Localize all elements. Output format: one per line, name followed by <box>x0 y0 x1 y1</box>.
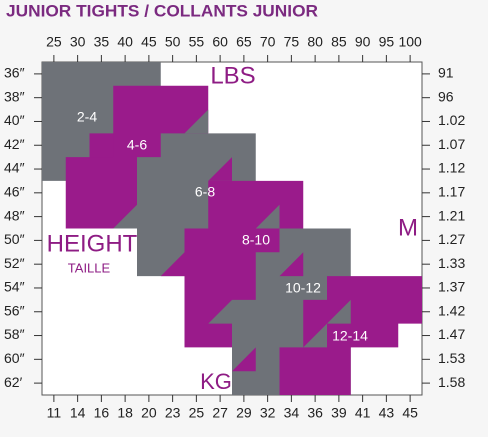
top-tick-label: 65 <box>236 34 252 50</box>
lbs-label: LBS <box>210 62 255 89</box>
bottom-tick-label: 32 <box>260 405 276 421</box>
right-tick-label: 1.27 <box>438 231 465 247</box>
top-tick-label: 90 <box>355 34 371 50</box>
top-tick-label: 70 <box>260 34 276 50</box>
overlap-triangle <box>208 299 232 324</box>
right-tick-label: 1.12 <box>438 160 465 176</box>
right-tick-label: 1.58 <box>438 374 465 390</box>
bottom-tick-label: 18 <box>117 405 133 421</box>
overlap-triangle <box>184 109 209 134</box>
left-tick-label: 36″ <box>4 65 25 81</box>
left-tick-label: 40″ <box>4 112 25 128</box>
height-label: HEIGHT <box>47 230 138 257</box>
overlap-triangle <box>327 299 351 324</box>
top-tick-label: 30 <box>70 34 86 50</box>
overlap-triangle <box>160 252 185 277</box>
overlap-triangle <box>113 204 137 229</box>
overlap-triangle <box>89 133 114 158</box>
top-tick-label: 85 <box>331 34 347 50</box>
left-tick-label: 48″ <box>4 207 25 223</box>
left-tick-label: 42″ <box>4 136 25 152</box>
top-tick-label: 95 <box>379 34 395 50</box>
right-tick-label: 1.42 <box>438 302 465 318</box>
top-tick-label: 80 <box>307 34 323 50</box>
top-tick-label: 55 <box>189 34 205 50</box>
size-label: 4-6 <box>127 137 147 153</box>
left-tick-label: 52″ <box>4 255 25 271</box>
size-block <box>279 276 422 396</box>
bottom-tick-label: 29 <box>236 405 252 421</box>
taille-label: TAILLE <box>68 260 111 275</box>
top-tick-label: 35 <box>94 34 110 50</box>
right-tick-label: 1.02 <box>438 112 465 128</box>
right-tick-label: 1.33 <box>438 255 465 271</box>
top-tick-label: 45 <box>141 34 157 50</box>
top-tick-label: 60 <box>212 34 228 50</box>
left-tick-label: 44″ <box>4 160 25 176</box>
left-tick-label: 60″ <box>4 350 25 366</box>
right-tick-label: 1.53 <box>438 350 465 366</box>
top-tick-label: 75 <box>284 34 300 50</box>
size-label: 12-14 <box>332 328 368 344</box>
size-label: 2-4 <box>77 109 97 125</box>
right-tick-label: 96 <box>438 88 454 104</box>
overlap-triangle <box>255 371 280 396</box>
bottom-tick-label: 14 <box>70 405 86 421</box>
right-tick-label: 1.37 <box>438 279 465 295</box>
bottom-tick-label: 16 <box>94 405 110 421</box>
right-tick-label: 1.21 <box>438 207 465 223</box>
top-tick-label: 40 <box>117 34 133 50</box>
bottom-tick-label: 11 <box>47 405 62 421</box>
right-tick-label: 1.47 <box>438 326 465 342</box>
right-tick-label: 1.07 <box>438 136 465 152</box>
size-label: 8-10 <box>242 232 270 248</box>
left-tick-label: 58″ <box>4 326 25 342</box>
overlap-triangle <box>255 204 280 229</box>
size-label: 6-8 <box>195 184 215 200</box>
right-tick-label: 91 <box>438 65 454 81</box>
bottom-tick-label: 25 <box>189 405 205 421</box>
size-blocks <box>42 62 422 396</box>
overlap-triangle <box>208 157 232 181</box>
top-tick-label: 25 <box>46 34 62 50</box>
kg-label: KG <box>200 369 232 394</box>
left-tick-label: 54″ <box>4 279 25 295</box>
overlap-triangle <box>279 252 304 277</box>
bottom-tick-label: 45 <box>402 405 418 421</box>
overlap-triangle <box>303 323 327 348</box>
right-tick-label: 1.17 <box>438 184 465 200</box>
left-tick-label: 50″ <box>4 231 25 247</box>
left-tick-label: 46″ <box>4 184 25 200</box>
left-tick-label: 62′ <box>4 374 23 390</box>
m-label: M <box>398 214 418 241</box>
top-tick-label: 50 <box>165 34 181 50</box>
bottom-tick-label: 39 <box>331 405 347 421</box>
bottom-tick-label: 23 <box>165 405 181 421</box>
bottom-tick-label: 34 <box>284 405 300 421</box>
size-label: 10-12 <box>285 280 321 296</box>
left-tick-label: 56″ <box>4 302 25 318</box>
bottom-tick-label: 41 <box>355 405 371 421</box>
overlap-triangle <box>232 347 256 372</box>
bottom-tick-label: 36 <box>307 405 323 421</box>
bottom-tick-label: 43 <box>379 405 395 421</box>
bottom-tick-label: 20 <box>141 405 157 421</box>
bottom-tick-label: 27 <box>212 405 228 421</box>
title: JUNIOR TIGHTS / COLLANTS JUNIOR <box>6 1 318 20</box>
left-tick-label: 38″ <box>4 88 25 104</box>
top-tick-label: 100 <box>398 34 422 50</box>
